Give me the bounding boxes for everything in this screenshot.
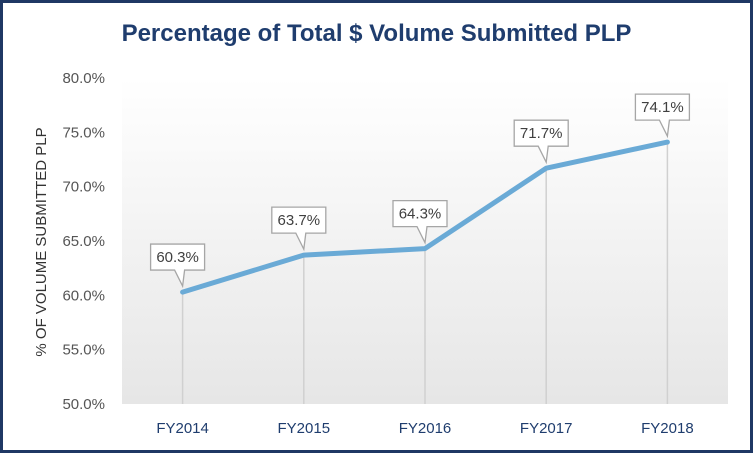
- data-label: 71.7%: [520, 125, 563, 142]
- y-tick-label: 75.0%: [62, 124, 105, 141]
- data-label: 74.1%: [641, 99, 684, 116]
- series-line: [180, 139, 670, 295]
- x-tick-label: FY2014: [156, 420, 209, 437]
- data-label: 63.7%: [278, 212, 321, 229]
- y-tick-label: 60.0%: [62, 287, 105, 304]
- y-axis-label: % OF VOLUME SUBMITTED PLP: [33, 127, 50, 356]
- y-tick-label: 65.0%: [62, 233, 105, 250]
- data-label-box: [634, 93, 691, 139]
- y-tick-label: 80.0%: [62, 70, 105, 87]
- data-label-box: [271, 206, 327, 252]
- data-label-box: [513, 119, 569, 165]
- data-label: 60.3%: [156, 249, 199, 266]
- data-label: 64.3%: [399, 206, 442, 223]
- y-tick-label: 55.0%: [62, 342, 105, 359]
- x-tick-label: FY2016: [399, 420, 452, 437]
- y-tick-label: 70.0%: [62, 179, 105, 196]
- chart-title: Percentage of Total $ Volume Submitted P…: [121, 20, 632, 47]
- data-label-box: [392, 199, 448, 245]
- x-tick-label: FY2018: [641, 420, 694, 437]
- x-tick-label: FY2017: [520, 420, 573, 437]
- x-tick-label: FY2015: [278, 420, 331, 437]
- y-tick-label: 50.0%: [62, 396, 105, 413]
- data-label-box: [149, 243, 206, 289]
